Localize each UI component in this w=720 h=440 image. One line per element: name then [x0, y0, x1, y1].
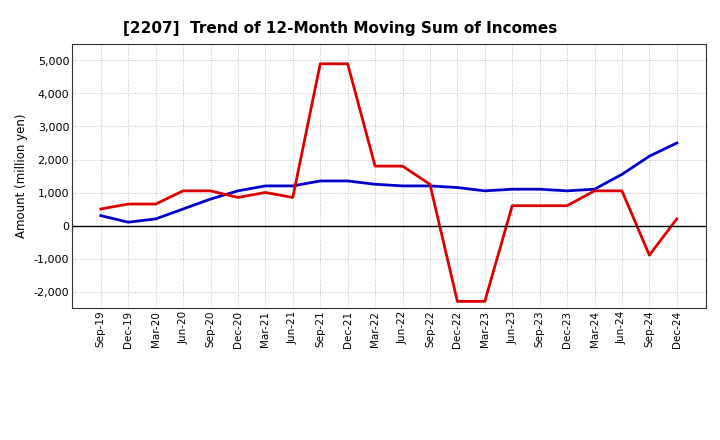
Net Income: [426, 182, 434, 187]
Net Income: [508, 203, 516, 209]
Ordinary Income: [618, 172, 626, 177]
Ordinary Income: [206, 196, 215, 202]
Net Income: [453, 299, 462, 304]
Net Income: [316, 61, 325, 66]
Ordinary Income: [645, 154, 654, 159]
Net Income: [343, 61, 352, 66]
Net Income: [233, 195, 242, 200]
Net Income: [261, 190, 270, 195]
Ordinary Income: [371, 182, 379, 187]
Text: [2207]  Trend of 12-Month Moving Sum of Incomes: [2207] Trend of 12-Month Moving Sum of I…: [122, 21, 557, 36]
Net Income: [206, 188, 215, 194]
Ordinary Income: [480, 188, 489, 194]
Net Income: [590, 188, 599, 194]
Net Income: [398, 163, 407, 169]
Ordinary Income: [343, 178, 352, 183]
Line: Ordinary Income: Ordinary Income: [101, 143, 677, 222]
Ordinary Income: [233, 188, 242, 194]
Net Income: [289, 195, 297, 200]
Net Income: [179, 188, 187, 194]
Net Income: [480, 299, 489, 304]
Net Income: [645, 253, 654, 258]
Ordinary Income: [316, 178, 325, 183]
Ordinary Income: [398, 183, 407, 188]
Ordinary Income: [590, 187, 599, 192]
Ordinary Income: [96, 213, 105, 218]
Net Income: [618, 188, 626, 194]
Net Income: [96, 206, 105, 212]
Line: Net Income: Net Income: [101, 64, 677, 301]
Y-axis label: Amount (million yen): Amount (million yen): [15, 114, 28, 238]
Ordinary Income: [672, 140, 681, 146]
Ordinary Income: [536, 187, 544, 192]
Ordinary Income: [508, 187, 516, 192]
Net Income: [151, 202, 160, 207]
Net Income: [672, 216, 681, 222]
Ordinary Income: [124, 220, 132, 225]
Ordinary Income: [179, 206, 187, 212]
Ordinary Income: [151, 216, 160, 222]
Ordinary Income: [261, 183, 270, 188]
Net Income: [536, 203, 544, 209]
Net Income: [124, 202, 132, 207]
Net Income: [371, 163, 379, 169]
Ordinary Income: [289, 183, 297, 188]
Ordinary Income: [563, 188, 572, 194]
Ordinary Income: [426, 183, 434, 188]
Ordinary Income: [453, 185, 462, 190]
Net Income: [563, 203, 572, 209]
